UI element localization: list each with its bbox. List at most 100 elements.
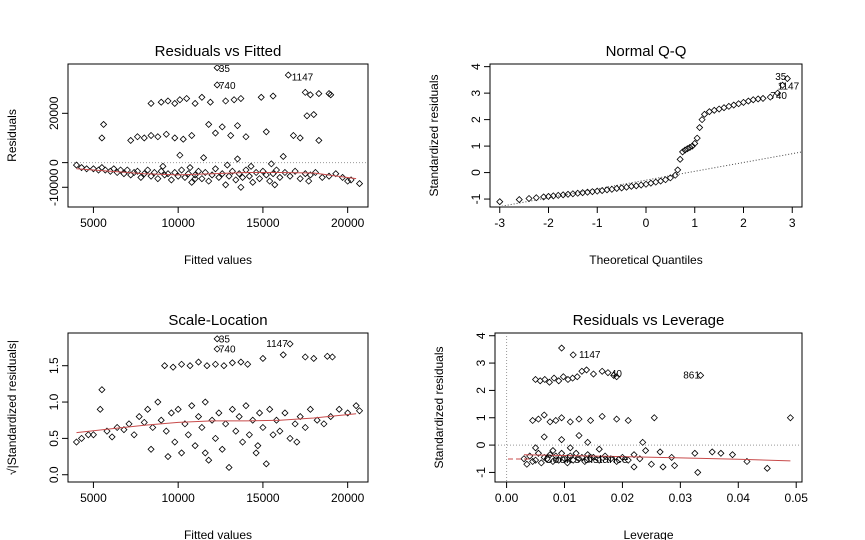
x-tick-label: -2	[543, 216, 554, 230]
data-point	[201, 168, 209, 177]
data-point	[113, 423, 121, 432]
plot-area	[496, 74, 801, 206]
data-point	[137, 173, 145, 181]
y-tick-label: 1.5	[47, 357, 61, 374]
data-point	[249, 416, 257, 424]
data-point	[598, 367, 606, 375]
data-point	[89, 431, 97, 439]
point-label: 740	[219, 81, 236, 92]
panel-1: Residuals vs Fitted 5000 10000 15000 20000 Fi…	[5, 43, 369, 267]
data-point	[252, 168, 260, 177]
x-axis: 0.00 0.01 0.02 0.03 0.04 0.05	[495, 482, 808, 505]
data-point	[335, 405, 343, 413]
y-axis-label: Residuals	[5, 109, 19, 162]
plot-frame	[494, 332, 803, 483]
data-point	[245, 431, 253, 439]
data-point	[708, 448, 716, 456]
data-point	[301, 170, 309, 178]
data-point	[607, 455, 615, 463]
data-point	[584, 451, 592, 459]
data-point	[77, 163, 86, 172]
y-axis: -1 0 1 2 3 4	[474, 332, 495, 478]
data-point	[783, 74, 791, 83]
data-point	[306, 171, 314, 179]
data-point	[200, 154, 208, 162]
data-point	[595, 456, 603, 464]
data-point	[242, 166, 250, 174]
data-point	[496, 198, 504, 206]
point-label: 40	[611, 369, 623, 380]
data-point	[161, 362, 169, 370]
data-point	[72, 161, 81, 169]
y-axis: -10000 0 20000	[47, 96, 68, 206]
data-point	[558, 449, 566, 457]
data-point	[698, 116, 706, 124]
data-point	[237, 183, 245, 191]
data-point	[215, 173, 223, 181]
data-point	[269, 431, 277, 439]
x-tick-label: 0.00	[495, 491, 519, 505]
data-point	[228, 167, 236, 175]
data-point	[696, 123, 704, 132]
data-point	[691, 449, 699, 457]
point-label: 861	[683, 370, 700, 381]
data-point	[344, 409, 352, 417]
data-point	[759, 94, 767, 102]
chart-title: Scale-Location	[168, 312, 267, 329]
data-point	[230, 96, 238, 104]
data-point	[560, 455, 569, 463]
data-point	[164, 452, 172, 461]
x-axis-label: Theoretical Quantiles	[589, 253, 702, 267]
data-point	[255, 409, 264, 417]
data-point	[245, 172, 253, 180]
y-tick-label: 3	[469, 89, 483, 96]
data-point	[534, 415, 543, 423]
data-point	[276, 173, 284, 181]
data-point	[311, 168, 320, 177]
data-point	[194, 413, 203, 421]
panel-4: Residuals vs Leverage 0.00 0.01 0.02 0.03 0.0…	[432, 312, 808, 540]
points-group	[72, 335, 364, 472]
data-point	[352, 402, 360, 410]
data-point	[177, 360, 186, 368]
data-point	[559, 373, 567, 381]
data-point	[211, 165, 220, 173]
data-point	[296, 413, 304, 421]
chart-title: Residuals vs Leverage	[573, 312, 725, 329]
data-point	[639, 438, 647, 446]
data-point	[296, 175, 304, 183]
y-axis: 0.0 0.5 1.0 1.5	[47, 357, 68, 483]
data-point	[177, 449, 186, 457]
data-point	[235, 413, 243, 421]
data-point	[272, 416, 281, 424]
x-tick-label: 15000	[246, 216, 280, 230]
data-point	[778, 81, 787, 89]
data-point	[613, 373, 621, 381]
data-point	[347, 176, 355, 184]
data-point	[683, 145, 692, 153]
data-point	[108, 433, 116, 441]
data-point	[642, 446, 650, 455]
x-tick-label: -1	[592, 216, 603, 230]
data-point	[184, 431, 192, 439]
data-point	[587, 416, 595, 425]
data-point	[242, 133, 250, 141]
plot-area	[69, 65, 367, 191]
data-point	[201, 398, 209, 406]
x-tick-label: 2	[740, 216, 747, 230]
y-tick-label: 0.0	[47, 466, 61, 483]
data-point	[218, 170, 226, 178]
data-point	[558, 414, 566, 422]
data-point	[237, 94, 245, 103]
data-point	[566, 452, 574, 460]
data-point	[191, 99, 199, 108]
data-point	[569, 351, 577, 359]
point-label: 1147	[778, 82, 800, 93]
data-point	[589, 370, 598, 378]
data-point	[242, 402, 250, 410]
data-point	[72, 438, 81, 446]
data-point	[176, 151, 184, 159]
data-point	[211, 434, 220, 442]
data-point	[686, 143, 694, 151]
data-point	[688, 142, 696, 150]
